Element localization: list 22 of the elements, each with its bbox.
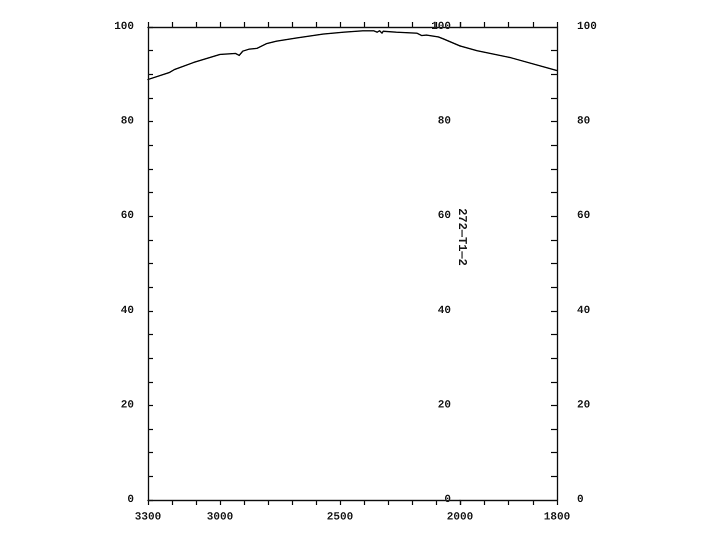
y2-tick-label: 40 [577, 304, 590, 317]
y-tick-label: 20 [438, 399, 451, 412]
x-tick-label: 3300 [134, 512, 162, 524]
x-tick-label: 2500 [326, 512, 354, 524]
x-tick-label: 3000 [206, 512, 234, 524]
y2-tick-label: 100 [577, 21, 597, 33]
y-tick-label: 40 [120, 304, 134, 317]
y2-tick-label: 80 [577, 116, 590, 128]
y-tick-label: 20 [120, 399, 134, 412]
y-tick-label: 0 [127, 494, 134, 506]
x-tick-label: 1800 [544, 512, 570, 524]
y-tick-label: 80 [438, 116, 451, 128]
y-tick-label: 60 [438, 210, 451, 222]
y2-tick-label: 0 [577, 494, 584, 506]
y-tick-label: 100 [114, 21, 134, 33]
y-tick-label: 80 [120, 116, 134, 128]
annotation: 272—T1—2 [455, 208, 469, 266]
y2-tick-label: 60 [577, 210, 590, 222]
y-tick-label: 60 [120, 210, 134, 222]
y-tick-label: 40 [438, 304, 451, 317]
x-tick-label: 2000 [446, 512, 474, 524]
y2-tick-label: 20 [577, 399, 590, 412]
